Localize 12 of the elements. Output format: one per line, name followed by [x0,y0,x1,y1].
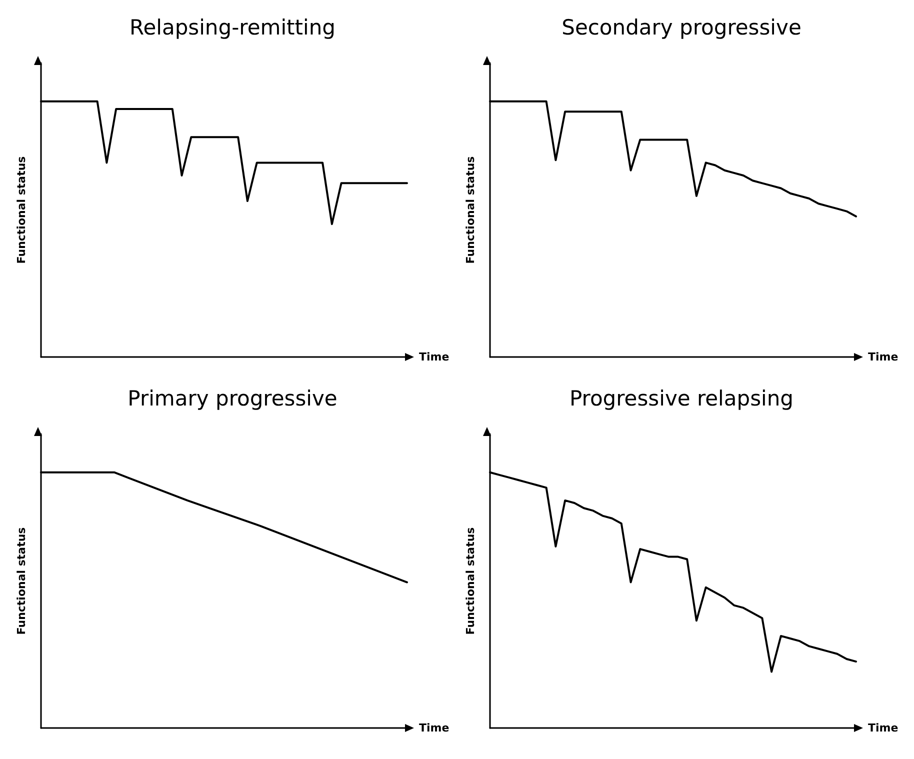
x-axis-title: Time [868,722,898,734]
y-axis-title: Functional status [464,156,477,264]
x-axis-title: Time [868,350,898,364]
chart-title: Primary progressive [128,386,338,410]
y-axis-title: Functional status [15,156,28,264]
x-axis-title: Time [419,722,450,734]
x-axis-title: Time [419,350,450,364]
chart-title: Progressive relapsing [569,386,794,410]
chart-title: Relapsing-remitting [130,16,336,40]
chart-title: Secondary progressive [562,16,802,40]
y-axis-title: Functional status [464,526,477,635]
y-axis-title: Functional status [15,526,28,635]
